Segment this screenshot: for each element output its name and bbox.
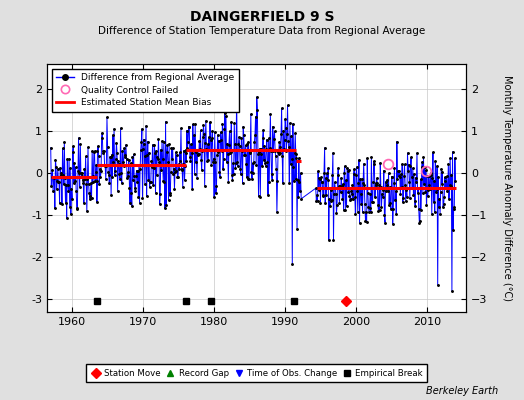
Text: Berkeley Earth: Berkeley Earth: [425, 386, 498, 396]
Text: DAINGERFIELD 9 S: DAINGERFIELD 9 S: [190, 10, 334, 24]
Text: Difference of Station Temperature Data from Regional Average: Difference of Station Temperature Data f…: [99, 26, 425, 36]
Legend: Station Move, Record Gap, Time of Obs. Change, Empirical Break: Station Move, Record Gap, Time of Obs. C…: [86, 364, 428, 382]
Y-axis label: Monthly Temperature Anomaly Difference (°C): Monthly Temperature Anomaly Difference (…: [501, 75, 511, 301]
